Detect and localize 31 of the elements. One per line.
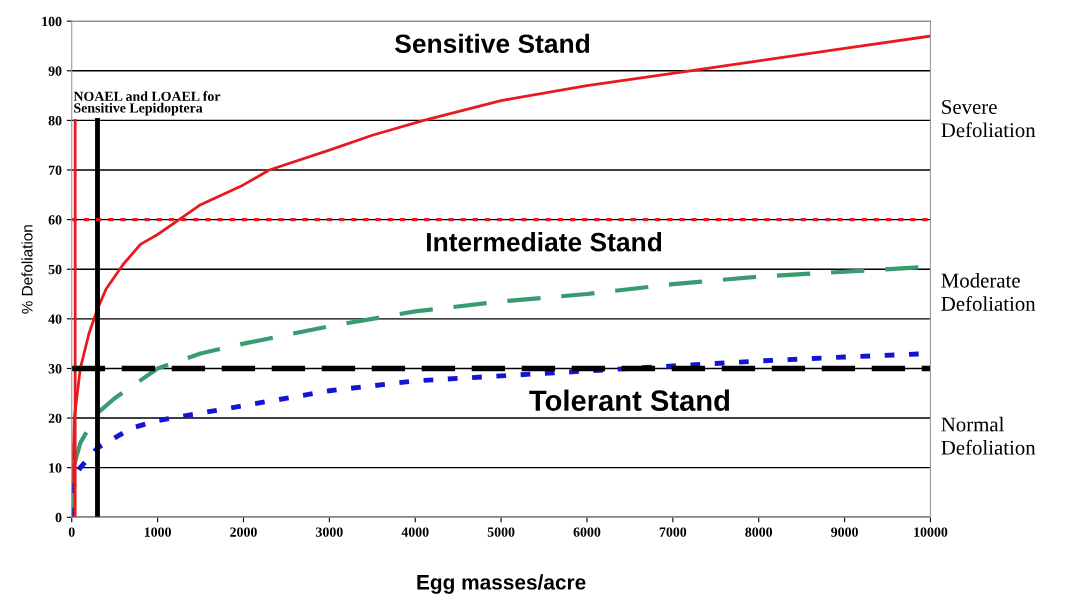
y-tick-label: 0	[55, 512, 62, 523]
x-tick-label: 5000	[487, 527, 515, 537]
x-tick-label: 6000	[573, 527, 601, 537]
y-axis-title: % Defoliation	[21, 225, 33, 314]
x-tick-label: 0	[68, 527, 75, 537]
x-axis-title: Egg masses/acre	[417, 574, 586, 594]
x-tick-label: 3000	[316, 527, 343, 537]
y-tick-label: 90	[48, 66, 62, 76]
x-tick-label: 1000	[144, 527, 171, 537]
x-tick-label: 10000	[914, 527, 948, 537]
y-tick-label: 20	[48, 413, 62, 424]
y-tick-label: 70	[48, 165, 62, 175]
x-tick-label: 4000	[401, 527, 429, 537]
text: Severe Defoliation	[941, 99, 1036, 138]
annotation: Sensitive Stand	[395, 33, 590, 54]
y-tick-label: 40	[48, 314, 62, 324]
y-tick-label: 100	[42, 16, 62, 27]
y-tick-label: 30	[48, 364, 62, 374]
x-tick-label: 7000	[659, 527, 687, 537]
y-tick-label: 10	[49, 463, 62, 473]
y-tick-label: 50	[48, 264, 62, 275]
y-tick-label: 60	[48, 215, 62, 225]
y-tick-label: 80	[48, 115, 62, 126]
x-tick-label: 2000	[230, 527, 257, 537]
text: Moderate Defoliation	[941, 272, 1036, 311]
x-tick-label: 9000	[831, 527, 858, 537]
text: Normal Defoliation	[941, 416, 1036, 455]
annotation: Tolerant Stand	[529, 389, 730, 411]
annotation: NOAEL and LOAEL for Sensitive Lepidoptera	[73, 91, 221, 116]
x-tick-label: 8000	[745, 527, 773, 537]
annotation: Intermediate Stand	[427, 232, 662, 252]
